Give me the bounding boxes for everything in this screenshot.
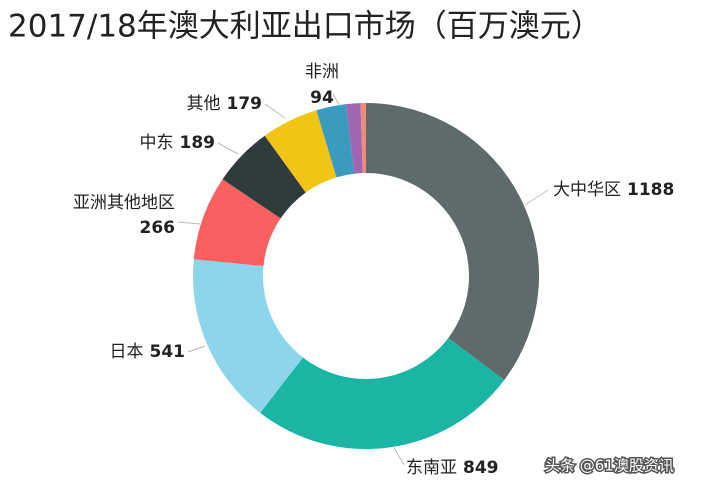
chart-title: 2017/18年澳大利亚出口市场（百万澳元） — [8, 9, 602, 45]
slice-label: 其他 179 — [187, 94, 263, 114]
donut-slice — [316, 104, 355, 178]
leader-line — [524, 189, 549, 206]
slice-label: 亚洲其他地区 — [73, 193, 175, 213]
value-label: 849 — [463, 458, 499, 478]
value-label: 179 — [227, 94, 263, 114]
category-name: 东南亚 — [406, 458, 457, 478]
slice-label: 日本 541 — [110, 342, 186, 362]
leader-line — [332, 93, 341, 107]
value-label: 1188 — [627, 180, 674, 200]
value-label: 541 — [150, 342, 186, 362]
donut-slice — [222, 135, 306, 219]
leader-line — [177, 221, 201, 225]
slice-label: 东南亚 849 — [406, 458, 499, 478]
leader-line — [187, 345, 206, 353]
leader-line — [392, 445, 405, 466]
category-name: 日本 — [110, 342, 144, 362]
leader-line — [217, 142, 239, 155]
category-name: 中东 — [140, 133, 174, 153]
donut-slice — [366, 103, 539, 381]
donut-slice — [346, 103, 363, 174]
donut-slice — [264, 110, 337, 193]
value-label: 266 — [140, 218, 176, 238]
slice-label: 大中华区 1188 — [553, 180, 674, 200]
donut-slice — [193, 179, 281, 267]
value-label: 94 — [310, 88, 334, 108]
category-name: 大中华区 — [553, 180, 621, 200]
category-name: 其他 — [187, 94, 221, 114]
value-label: 189 — [180, 133, 216, 153]
watermark: 头条 @61澳股资讯 — [545, 457, 674, 475]
slice-label: 中东 189 — [140, 133, 216, 153]
slice-label: 非洲 — [305, 62, 339, 82]
donut-slice — [193, 259, 303, 413]
donut-slice — [360, 103, 366, 174]
donut-slice — [260, 337, 505, 450]
leader-line — [264, 103, 286, 119]
